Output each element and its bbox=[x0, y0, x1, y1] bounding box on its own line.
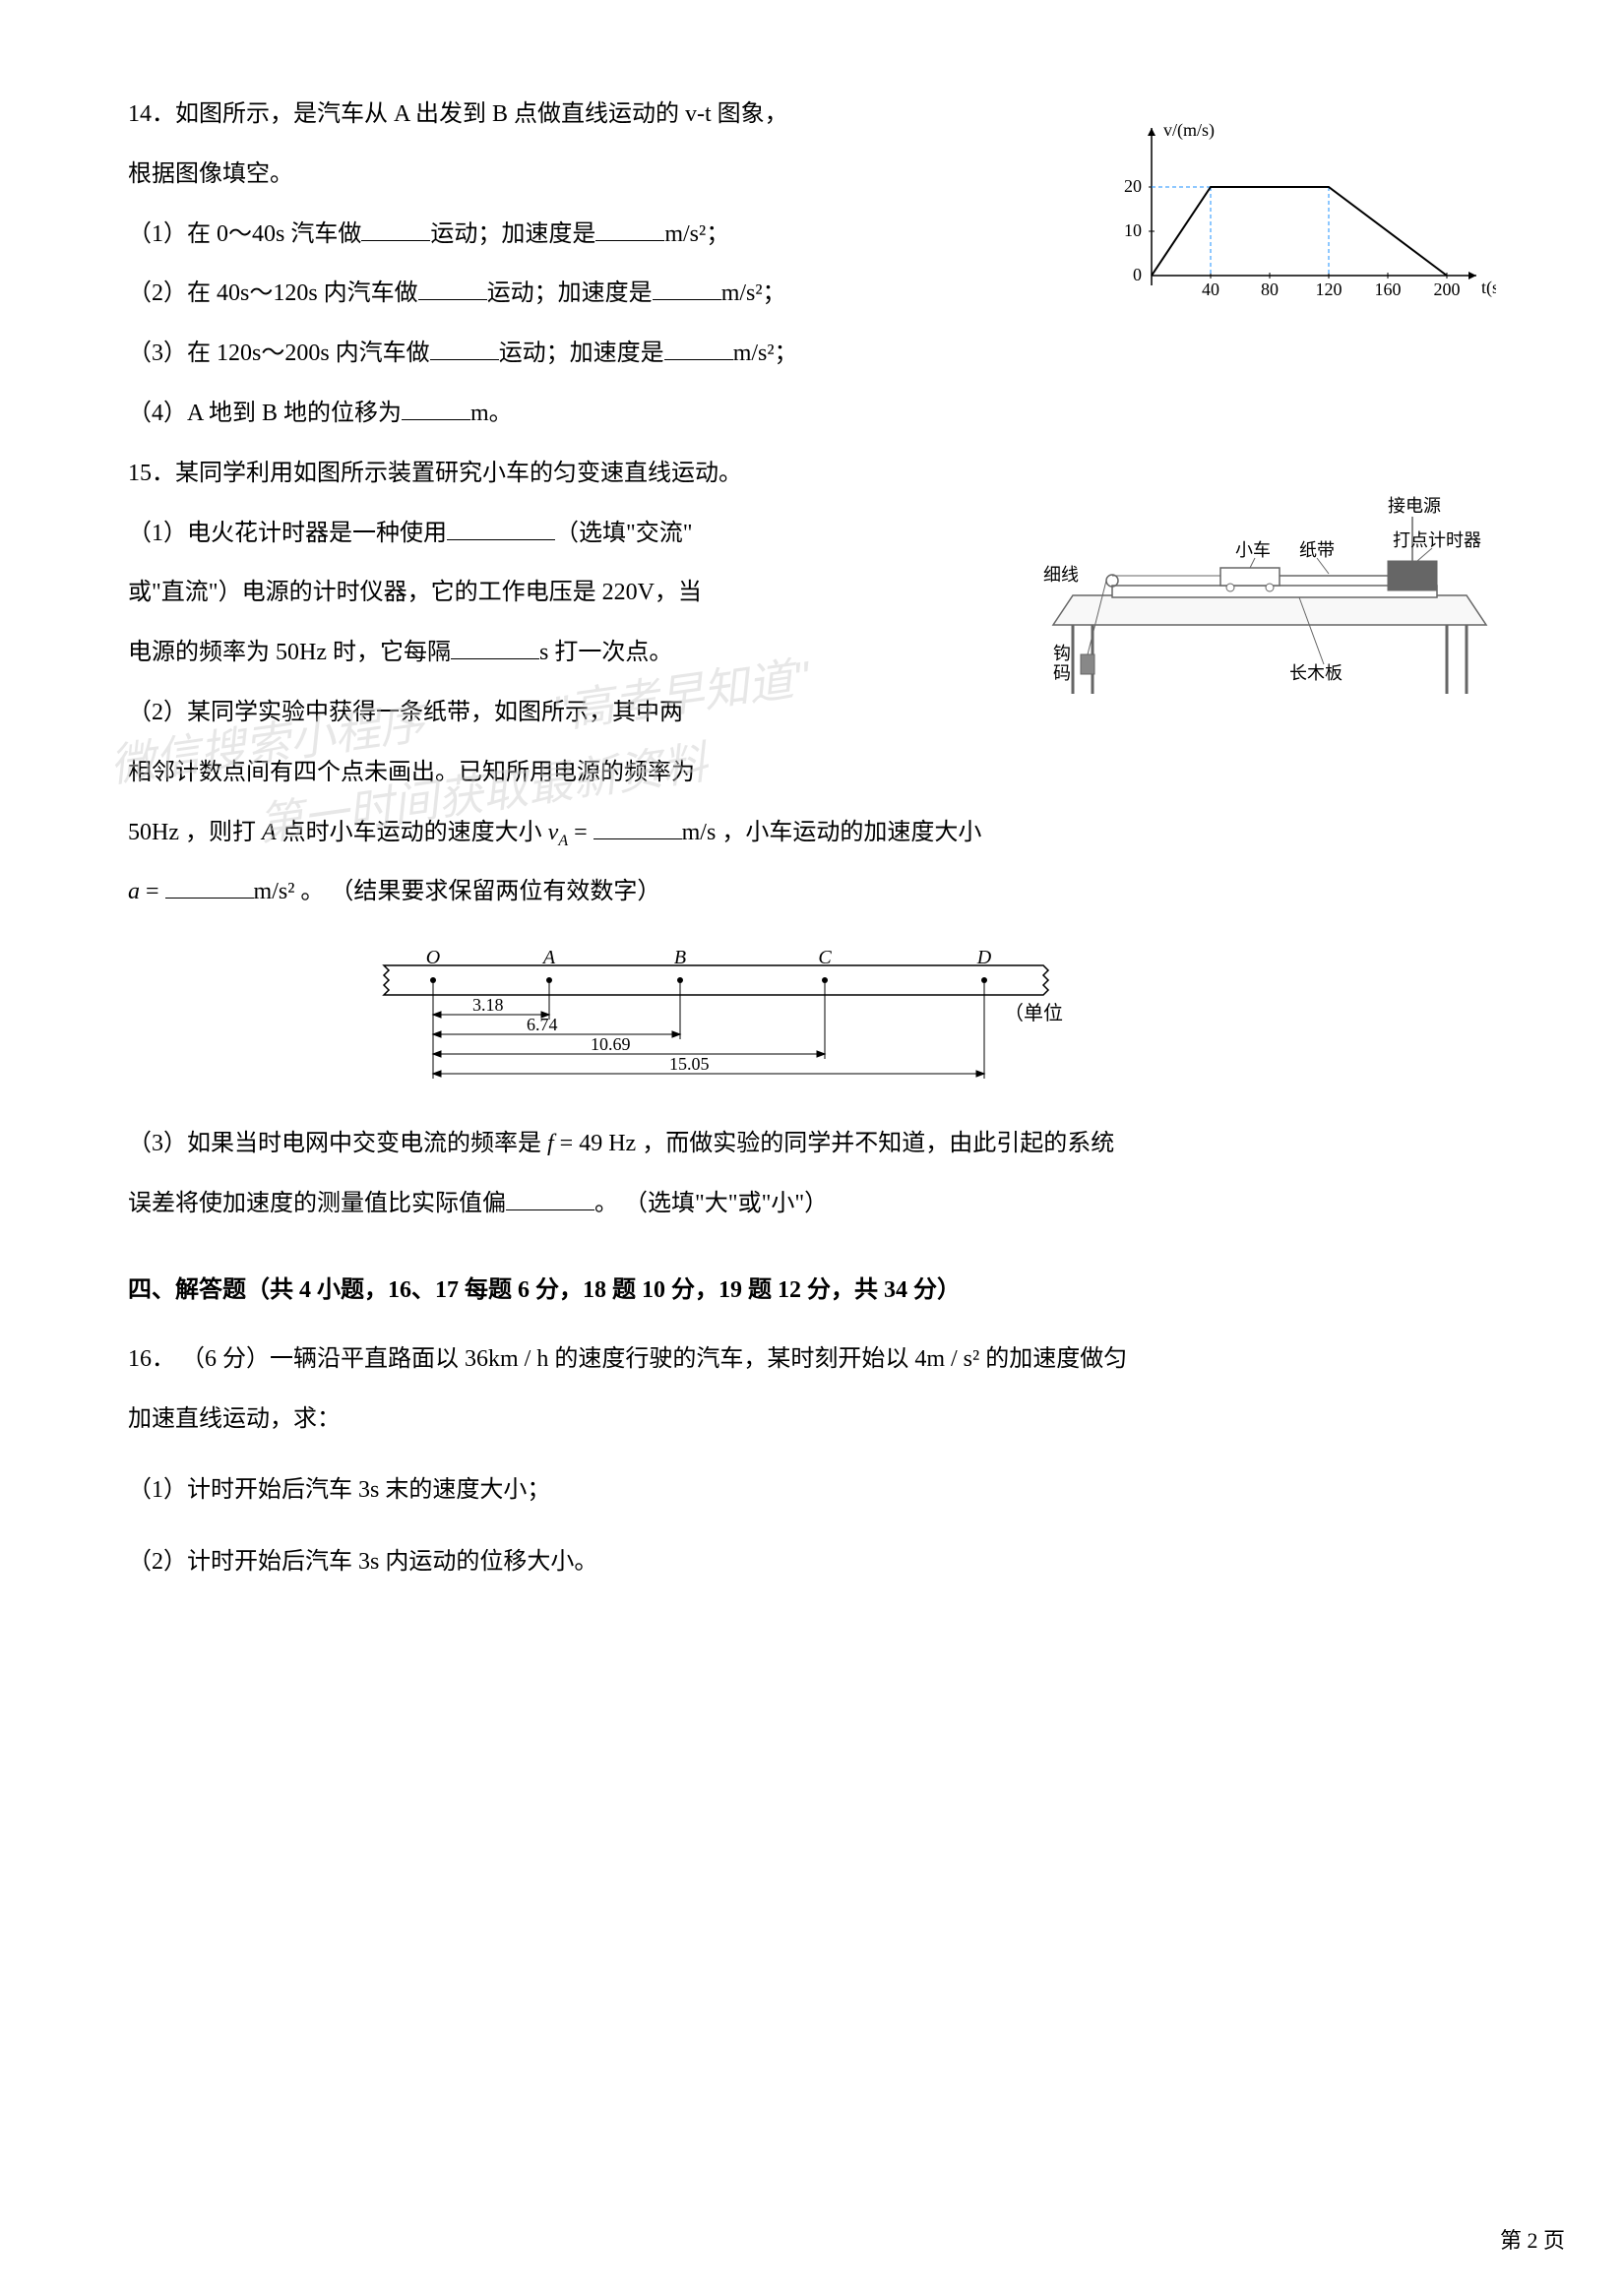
label-weight2: 码 bbox=[1053, 663, 1071, 683]
apparatus-diagram: 接电源 小车 纸带 打点计时器 细线 钩 码 长木板 bbox=[1043, 487, 1496, 704]
pt-O: O bbox=[426, 947, 440, 968]
xtick: 80 bbox=[1261, 279, 1279, 299]
question-14: 14．如图所示，是汽车从 A 出发到 B 点做直线运动的 v-t 图象， 根据图… bbox=[128, 89, 1496, 440]
q15-p1d: 电源的频率为 50Hz 时，它每隔 bbox=[128, 640, 451, 665]
unit: m/s² 。 （结果要求保留两位有效数字） bbox=[254, 879, 661, 904]
ytick-20: 20 bbox=[1124, 176, 1142, 196]
ylabel: v/(m/s) bbox=[1163, 120, 1215, 141]
q14-p1a: （1）在 0～40s 汽车做 bbox=[128, 221, 361, 247]
q15-p1c: 或"直流"）电源的计时仪器，它的工作电压是 220V，当 bbox=[128, 567, 1033, 619]
q16-p1: （1）计时开始后汽车 3s 末的速度大小； bbox=[128, 1464, 1496, 1517]
q14-p4b: m。 bbox=[470, 401, 513, 426]
label-weight1: 钩 bbox=[1053, 644, 1071, 663]
meas: 6.74 bbox=[527, 1015, 558, 1034]
q15-p2c: 50Hz ，则打 A 点时小车运动的速度大小 vA = m/s ，小车运动的加速… bbox=[128, 807, 1496, 859]
label-timer: 打点计时器 bbox=[1393, 530, 1481, 550]
q15-p2b: 相邻计数点间有四个点未画出。已知所用电源的频率为 bbox=[128, 747, 1033, 799]
t: 点时小车运动的速度大小 bbox=[277, 820, 548, 845]
t: 50Hz ，则打 bbox=[128, 820, 262, 845]
ytick-0: 0 bbox=[1133, 265, 1142, 284]
blank bbox=[451, 638, 539, 659]
q14-part2: （2）在 40s～120s 内汽车做 运动；加速度是 m/s²； bbox=[128, 268, 1093, 320]
q14-p1b: 运动；加速度是 bbox=[430, 221, 595, 247]
va: v bbox=[548, 820, 559, 845]
q15-p3: （3）如果当时电网中交变电流的频率是 f = 49 Hz ，而做实验的同学并不知… bbox=[128, 1118, 1496, 1170]
f: f bbox=[547, 1131, 554, 1156]
meas: 10.69 bbox=[591, 1034, 631, 1054]
q15-p3b: 误差将使加速度的测量值比实际值偏 bbox=[128, 1191, 506, 1216]
q14-part3: （3）在 120s～200s 内汽车做 运动；加速度是 m/s²； bbox=[128, 328, 1093, 380]
pt-C: C bbox=[818, 947, 832, 968]
meas: 3.18 bbox=[472, 995, 504, 1015]
blank bbox=[165, 877, 254, 899]
unit: m/s²； bbox=[664, 221, 729, 247]
pt-D: D bbox=[976, 947, 992, 968]
q15-p1: （1）电火花计时器是一种使用 （选填"交流" bbox=[128, 508, 1033, 560]
sub: A bbox=[558, 832, 568, 848]
xtick: 40 bbox=[1202, 279, 1219, 299]
q14-p4a: （4）A 地到 B 地的位移为 bbox=[128, 401, 402, 426]
pt-B: B bbox=[674, 947, 686, 968]
pt-A: A bbox=[262, 820, 277, 845]
q15-p1a: （1）电火花计时器是一种使用 bbox=[128, 521, 447, 546]
unit: m/s²； bbox=[733, 341, 798, 366]
meas: 15.05 bbox=[669, 1054, 710, 1074]
blank bbox=[506, 1189, 594, 1210]
q14-p3a: （3）在 120s～200s 内汽车做 bbox=[128, 341, 430, 366]
unit-label: （单位：cm） bbox=[1004, 1002, 1063, 1024]
section-4-header: 四、解答题（共 4 小题，16、17 每题 6 分，18 题 10 分，19 题… bbox=[128, 1270, 1496, 1304]
xtick: 120 bbox=[1316, 279, 1343, 299]
question-15: 15．某同学利用如图所示装置研究小车的匀变速直线运动。 （1）电火花计时器是一种… bbox=[128, 448, 1496, 918]
blank bbox=[418, 279, 487, 300]
q14-intro: 14．如图所示，是汽车从 A 出发到 B 点做直线运动的 v-t 图象， bbox=[128, 89, 1093, 141]
blank bbox=[653, 279, 721, 300]
q15-p3a: （3）如果当时电网中交变电流的频率是 bbox=[128, 1131, 547, 1156]
question-16: 16． （6 分）一辆沿平直路面以 36km / h 的速度行驶的汽车，某时刻开… bbox=[128, 1333, 1496, 1588]
xtick: 200 bbox=[1434, 279, 1461, 299]
blank bbox=[361, 219, 430, 241]
q14-intro2: 根据图像填空。 bbox=[128, 149, 1093, 201]
blank bbox=[595, 219, 664, 241]
q14-part4: （4）A 地到 B 地的位移为 m。 bbox=[128, 388, 1093, 440]
q15-p1b: （选填"交流" bbox=[555, 521, 693, 546]
blank bbox=[664, 339, 733, 360]
q14-p2b: 运动；加速度是 bbox=[487, 280, 653, 306]
q16-intro: 16． （6 分）一辆沿平直路面以 36km / h 的速度行驶的汽车，某时刻开… bbox=[128, 1333, 1496, 1386]
blank bbox=[447, 519, 555, 540]
label-string: 细线 bbox=[1043, 565, 1079, 585]
page-footer: 第 2 页 bbox=[1500, 2223, 1565, 2255]
pt-A: A bbox=[541, 947, 556, 968]
q15-p3eq: = 49 Hz ，而做实验的同学并不知道，由此引起的系统 bbox=[554, 1131, 1115, 1156]
q15-p2a: （2）某同学实验中获得一条纸带，如图所示，其中两 bbox=[128, 687, 1033, 739]
q14-p3b: 运动；加速度是 bbox=[499, 341, 664, 366]
tape-diagram: O A B C D 3.18 6.74 10. bbox=[374, 946, 1063, 1093]
q14-p2a: （2）在 40s～120s 内汽车做 bbox=[128, 280, 418, 306]
q15-p2d: a = m/s² 。 （结果要求保留两位有效数字） bbox=[128, 866, 1496, 918]
ytick-10: 10 bbox=[1124, 220, 1142, 240]
unit: m/s ，小车运动的加速度大小 bbox=[682, 820, 982, 845]
blank bbox=[402, 399, 470, 420]
q15-p1e: s 打一次点。 bbox=[539, 640, 672, 665]
label-board: 长木板 bbox=[1289, 663, 1343, 683]
q15-p3c: 。 （选填"大"或"小"） bbox=[594, 1191, 828, 1216]
unit: m/s²； bbox=[721, 280, 786, 306]
q16-intro2: 加速直线运动，求： bbox=[128, 1394, 1496, 1446]
blank bbox=[430, 339, 499, 360]
blank bbox=[593, 818, 682, 839]
q16-p2: （2）计时开始后汽车 3s 内运动的位移大小。 bbox=[128, 1536, 1496, 1588]
q14-part1: （1）在 0～40s 汽车做 运动；加速度是 m/s²； bbox=[128, 209, 1093, 261]
a: a bbox=[128, 879, 140, 904]
label-car: 小车 bbox=[1235, 540, 1271, 560]
xtick: 160 bbox=[1375, 279, 1402, 299]
xlabel: t(s) bbox=[1481, 278, 1496, 298]
eq: = bbox=[568, 820, 593, 845]
q15-p3b-line: 误差将使加速度的测量值比实际值偏 。 （选填"大"或"小"） bbox=[128, 1178, 1496, 1230]
label-power: 接电源 bbox=[1388, 496, 1441, 516]
label-tape: 纸带 bbox=[1299, 540, 1335, 560]
vt-graph: 0 10 20 40 80 120 160 200 v/(m/s) t(s) bbox=[1102, 118, 1496, 315]
q15-p1de: 电源的频率为 50Hz 时，它每隔 s 打一次点。 bbox=[128, 627, 1033, 679]
eq: = bbox=[140, 879, 165, 904]
